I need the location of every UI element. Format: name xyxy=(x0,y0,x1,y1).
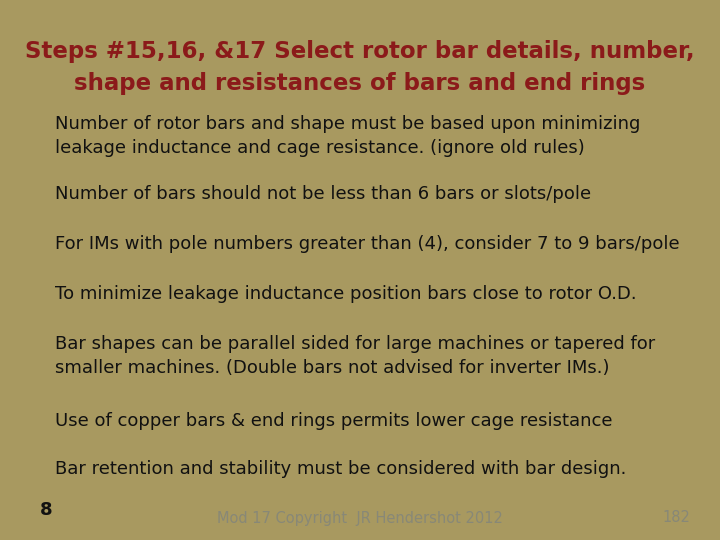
Text: For IMs with pole numbers greater than (4), consider 7 to 9 bars/pole: For IMs with pole numbers greater than (… xyxy=(55,235,680,253)
Text: Mod 17 Copyright  JR Hendershot 2012: Mod 17 Copyright JR Hendershot 2012 xyxy=(217,510,503,525)
Text: Use of copper bars & end rings permits lower cage resistance: Use of copper bars & end rings permits l… xyxy=(55,412,613,430)
Text: Number of rotor bars and shape must be based upon minimizing
leakage inductance : Number of rotor bars and shape must be b… xyxy=(55,115,640,157)
Text: Bar shapes can be parallel sided for large machines or tapered for
smaller machi: Bar shapes can be parallel sided for lar… xyxy=(55,335,655,376)
Text: 182: 182 xyxy=(662,510,690,525)
Text: Steps #15,16, &17 Select rotor bar details, number,: Steps #15,16, &17 Select rotor bar detai… xyxy=(25,40,695,63)
Text: Bar retention and stability must be considered with bar design.: Bar retention and stability must be cons… xyxy=(55,460,626,478)
Text: shape and resistances of bars and end rings: shape and resistances of bars and end ri… xyxy=(74,72,646,95)
Text: 8: 8 xyxy=(40,501,53,519)
Text: Number of bars should not be less than 6 bars or slots/pole: Number of bars should not be less than 6… xyxy=(55,185,591,203)
Text: To minimize leakage inductance position bars close to rotor O.D.: To minimize leakage inductance position … xyxy=(55,285,636,303)
